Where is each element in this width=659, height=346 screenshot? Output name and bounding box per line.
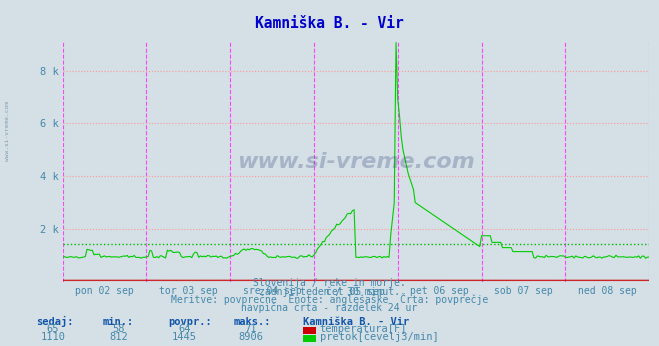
Text: Slovenija / reke in morje.: Slovenija / reke in morje. — [253, 279, 406, 289]
Text: 8906: 8906 — [238, 332, 263, 342]
Text: 812: 812 — [109, 332, 128, 342]
Text: Kamniška B. - Vir: Kamniška B. - Vir — [255, 16, 404, 30]
Text: zadnji teden / 30 minut.: zadnji teden / 30 minut. — [259, 287, 400, 297]
Text: navpična črta - razdelek 24 ur: navpična črta - razdelek 24 ur — [241, 303, 418, 313]
Text: 1445: 1445 — [172, 332, 197, 342]
Text: 58: 58 — [113, 324, 125, 334]
Text: www.si-vreme.com: www.si-vreme.com — [237, 152, 474, 172]
Text: 65: 65 — [47, 324, 59, 334]
Text: min.:: min.: — [102, 317, 133, 327]
Text: 71: 71 — [244, 324, 256, 334]
Text: Kamniška B. - Vir: Kamniška B. - Vir — [303, 317, 409, 327]
Text: pretok[čevelj3/min]: pretok[čevelj3/min] — [320, 331, 438, 342]
Text: sedaj:: sedaj: — [36, 316, 74, 327]
Text: www.si-vreme.com: www.si-vreme.com — [5, 101, 11, 162]
Text: Meritve: povprečne  Enote: anglešaške  Črta: povprečje: Meritve: povprečne Enote: anglešaške Črt… — [171, 293, 488, 305]
Text: maks.:: maks.: — [234, 317, 272, 327]
Text: povpr.:: povpr.: — [168, 317, 212, 327]
Text: temperatura[F]: temperatura[F] — [320, 324, 407, 334]
Text: 1110: 1110 — [40, 332, 65, 342]
Text: 64: 64 — [179, 324, 190, 334]
